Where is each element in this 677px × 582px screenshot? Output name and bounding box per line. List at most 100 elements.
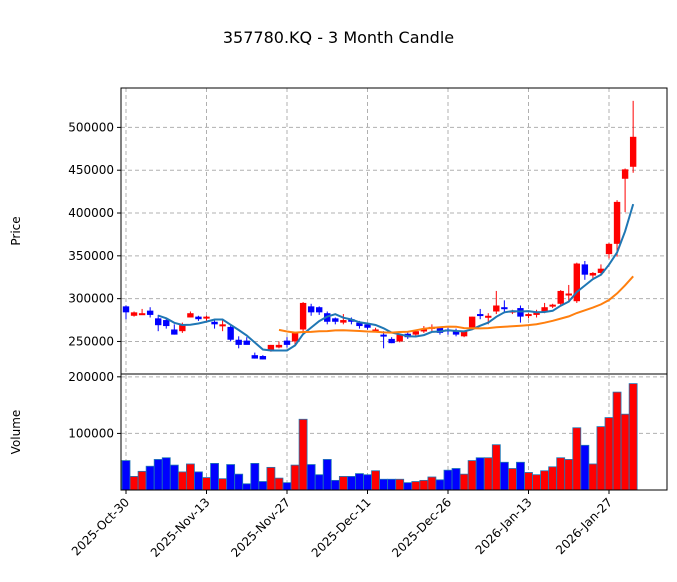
candle-body [340, 320, 347, 323]
volume-bar [435, 479, 445, 491]
moving-average-lines [157, 203, 635, 352]
volume-bar [475, 457, 485, 491]
volume-bar [459, 473, 469, 491]
candle-body [146, 310, 154, 315]
price-candles [122, 100, 637, 360]
candle-body [267, 344, 275, 351]
volume-bar [540, 470, 549, 491]
volume-gridlines [121, 376, 667, 434]
volume-bar [234, 473, 244, 491]
volume-bar [580, 444, 590, 491]
x-tick-label: 2025-Dec-11 [309, 495, 374, 560]
volume-bar [443, 469, 453, 491]
candle-body [452, 331, 460, 335]
volume-bar [121, 460, 131, 491]
y-tick-label: 350000 [68, 249, 114, 263]
volume-bar [226, 464, 236, 491]
volume-bar [306, 464, 316, 491]
candle-body [316, 307, 323, 313]
candle-body [501, 307, 508, 310]
candle-body [621, 169, 629, 179]
candle-body [380, 334, 387, 337]
volume-bar [137, 470, 147, 491]
volume-bar [604, 417, 614, 491]
candle-body [629, 136, 637, 167]
candle-body [613, 201, 621, 244]
candle-body [420, 329, 428, 332]
candle-body [235, 339, 242, 345]
volume-bars [121, 383, 638, 491]
x-tick-label: 2025-Nov-13 [148, 495, 213, 560]
volume-bar [524, 472, 533, 491]
candle-body [195, 316, 202, 320]
volume-bar [202, 477, 211, 491]
candle-body [219, 324, 226, 327]
volume-bar [564, 459, 574, 491]
x-axis: 2025-Oct-30 2025-Nov-13 2025-Nov-27 2025-De… [69, 490, 615, 560]
candle-body [525, 314, 532, 317]
price-y-axis: 250000 300000 350000 400000 450000 500000 [68, 120, 121, 348]
candle-body [299, 302, 307, 330]
volume-bar [129, 476, 139, 491]
candle-body [557, 290, 564, 304]
volume-bar [395, 478, 405, 491]
volume-bar [371, 470, 380, 491]
volume-bar [355, 473, 364, 491]
volume-bar [153, 459, 163, 491]
volume-bar [427, 476, 437, 491]
candle-body [565, 293, 572, 296]
y-tick-label: 100000 [68, 426, 114, 440]
volume-bar [266, 466, 276, 491]
candle-body [549, 304, 556, 307]
volume-bar [612, 391, 622, 491]
candle-body [171, 329, 178, 335]
volume-bar [322, 459, 332, 491]
candle-body [275, 344, 283, 348]
candle-body [187, 313, 194, 318]
volume-bar [507, 468, 517, 491]
volume-bar [290, 464, 300, 491]
volume-bar [177, 471, 187, 491]
x-tick-label: 2025-Oct-30 [69, 495, 132, 558]
y-tick-label: 400000 [68, 206, 114, 220]
volume-bar [467, 460, 477, 491]
volume-bar [556, 457, 566, 491]
y-tick-label: 450000 [68, 163, 114, 177]
candle-body [122, 306, 130, 313]
candle-body [283, 340, 291, 345]
candle-body [130, 312, 138, 316]
volume-bar [628, 383, 638, 491]
y-tick-label: 300000 [68, 292, 114, 306]
candle-body [356, 322, 363, 327]
x-gridlines [125, 88, 610, 490]
candle-body [364, 324, 371, 328]
volume-bar [274, 477, 284, 491]
price-axis-label: Price [9, 216, 23, 245]
moving-average-line [157, 203, 635, 352]
y-tick-label: 200000 [68, 370, 114, 384]
volume-bar [363, 474, 372, 491]
x-tick-label: 2025-Nov-27 [228, 495, 293, 560]
candle-body [460, 331, 468, 337]
candle-body [203, 316, 210, 319]
volume-bar [169, 464, 179, 491]
volume-bar [258, 481, 268, 491]
candle-body [259, 356, 267, 360]
candle-body [332, 318, 339, 322]
candle-body [573, 263, 580, 302]
volume-bar [491, 444, 501, 491]
volume-bar [620, 413, 630, 491]
volume-bar [483, 457, 493, 491]
volume-bar [548, 466, 558, 491]
candle-body [179, 324, 186, 332]
candle-body [468, 316, 476, 328]
y-tick-label: 500000 [68, 120, 114, 134]
chart-title: 357780.KQ - 3 Month Candle [222, 28, 455, 47]
volume-bar [210, 463, 219, 491]
y-tick-label: 250000 [68, 334, 114, 348]
volume-bar [346, 476, 356, 491]
candle-body [605, 243, 613, 255]
volume-bar [387, 478, 397, 491]
volume-bar [250, 463, 260, 491]
